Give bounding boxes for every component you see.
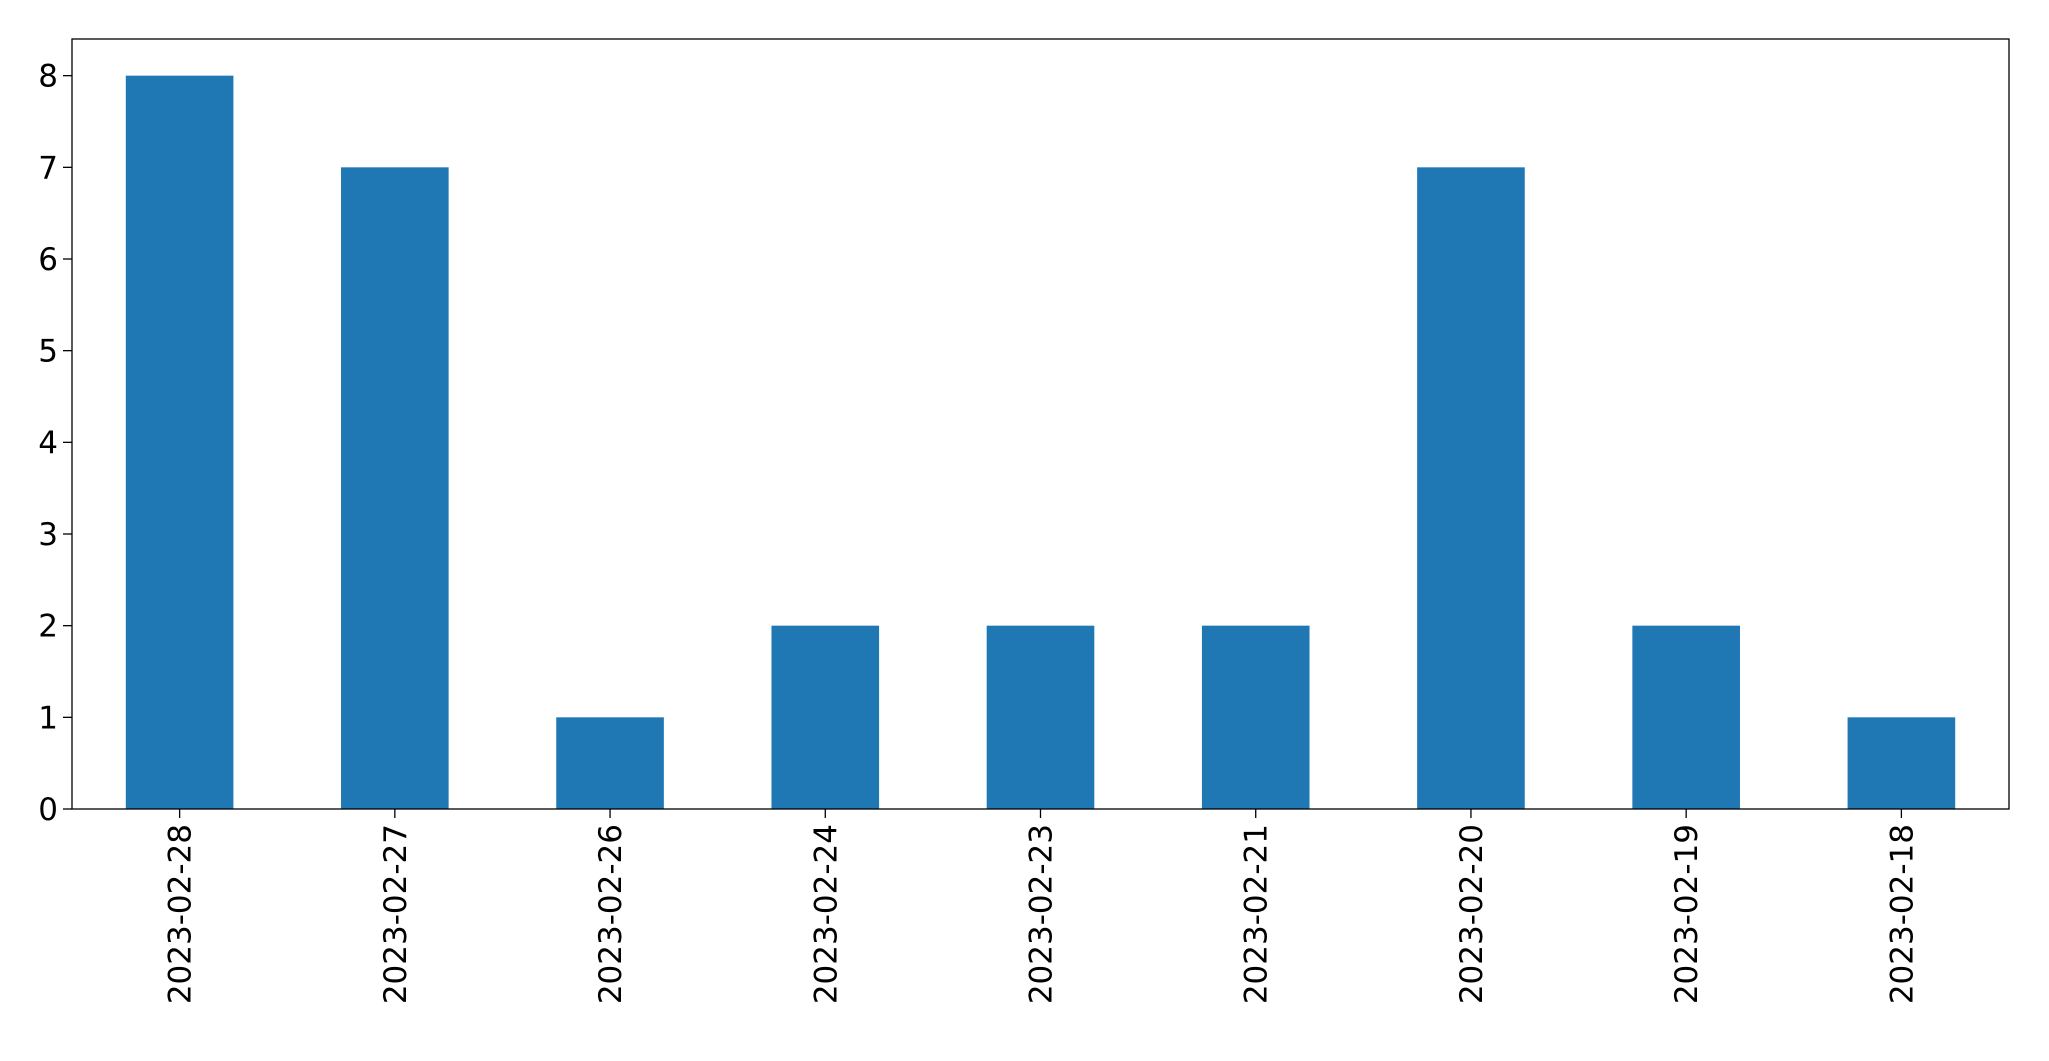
y-tick-label: 4 (38, 425, 58, 461)
y-tick-label: 6 (38, 242, 58, 278)
y-tick-label: 3 (38, 517, 58, 553)
bar (1417, 167, 1525, 810)
bar (1847, 717, 1956, 809)
bar (1201, 625, 1310, 809)
bar (125, 75, 234, 809)
x-tick-label: 2023-02-26 (593, 824, 629, 1004)
y-tick-label: 5 (38, 334, 58, 370)
x-tick-label: 2023-02-19 (1669, 824, 1705, 1004)
plot-frame (71, 38, 2010, 810)
x-tick-label: 2023-02-18 (1884, 824, 1920, 1004)
y-tick-label: 0 (38, 792, 58, 828)
y-tick-label: 8 (38, 59, 58, 95)
bar (556, 717, 664, 809)
x-tick-label: 2023-02-24 (808, 824, 844, 1004)
x-tick-label: 2023-02-20 (1454, 824, 1490, 1004)
y-tick-label: 2 (38, 609, 58, 645)
bar (771, 625, 880, 809)
x-tick-label: 2023-02-21 (1239, 824, 1275, 1004)
bar (1632, 625, 1740, 809)
bar (341, 167, 449, 810)
y-tick-label: 1 (38, 700, 58, 736)
x-tick-label: 2023-02-23 (1024, 824, 1060, 1004)
x-tick-label: 2023-02-27 (378, 824, 414, 1004)
y-tick-label: 7 (38, 150, 58, 186)
bar (986, 625, 1095, 809)
x-tick-label: 2023-02-28 (163, 824, 199, 1004)
